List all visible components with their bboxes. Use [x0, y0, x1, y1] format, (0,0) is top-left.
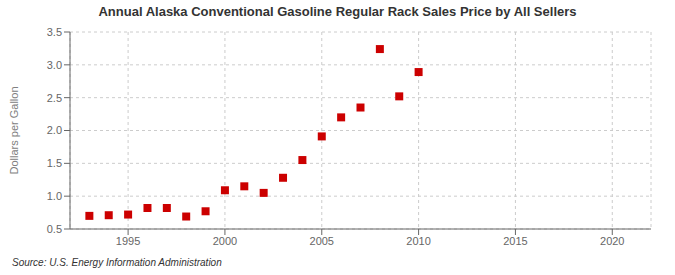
svg-text:2010: 2010: [406, 235, 430, 247]
svg-text:1995: 1995: [116, 235, 140, 247]
svg-text:2.0: 2.0: [47, 124, 62, 136]
svg-text:1.0: 1.0: [47, 190, 62, 202]
svg-text:3.5: 3.5: [47, 26, 62, 38]
svg-text:1.5: 1.5: [47, 157, 62, 169]
svg-text:Dollars per Gallon: Dollars per Gallon: [8, 86, 20, 174]
svg-text:2.5: 2.5: [47, 92, 62, 104]
svg-text:2015: 2015: [503, 235, 527, 247]
svg-text:2005: 2005: [310, 235, 334, 247]
svg-text:0.5: 0.5: [47, 223, 62, 235]
svg-text:2020: 2020: [600, 235, 624, 247]
html-text:Source: U.S. Energy Informatio: Source: U.S. Energy Information Administ…: [12, 257, 222, 268]
svg-text:3.0: 3.0: [47, 59, 62, 71]
html-text:Annual Alaska Conventional Gas: Annual Alaska Conventional Gasoline Regu…: [98, 4, 577, 19]
svg-text:2000: 2000: [213, 235, 237, 247]
